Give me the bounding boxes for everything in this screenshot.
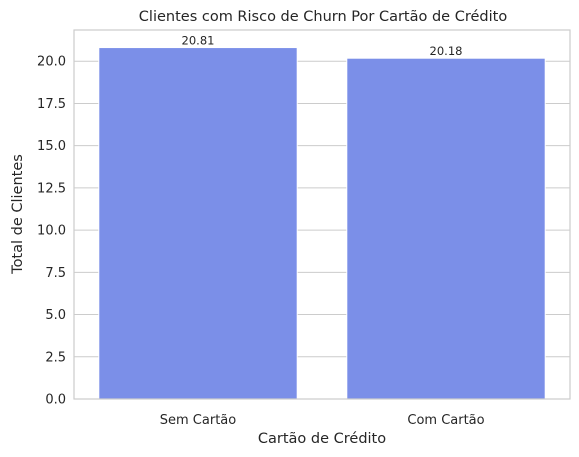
x-axis-ticks: Sem Cartão Com Cartão bbox=[160, 413, 485, 428]
y-tick-label: 2.5 bbox=[45, 350, 66, 365]
bar bbox=[346, 57, 546, 400]
y-tick-label: 20.0 bbox=[37, 55, 66, 70]
x-axis-label: Cartão de Crédito bbox=[258, 431, 386, 447]
bar-value-label: 20.18 bbox=[430, 44, 463, 58]
chart-title: Clientes com Risco de Churn Por Cartão d… bbox=[139, 9, 508, 25]
bar-value-label: 20.81 bbox=[182, 34, 215, 48]
y-tick-label: 10.0 bbox=[37, 224, 66, 239]
y-tick-label: 12.5 bbox=[37, 181, 66, 196]
y-tick-label: 15.0 bbox=[37, 139, 66, 154]
y-tick-label: 7.5 bbox=[45, 266, 66, 281]
bars bbox=[98, 47, 546, 400]
y-axis-ticks: 0.0 2.5 5.0 7.5 10.0 12.5 15.0 17.5 20.0 bbox=[37, 55, 66, 408]
y-tick-label: 5.0 bbox=[45, 308, 66, 323]
y-axis-label: Total de Clientes bbox=[10, 154, 26, 275]
y-tick-label: 0.0 bbox=[45, 393, 66, 408]
bar bbox=[98, 47, 298, 400]
x-tick-label: Sem Cartão bbox=[160, 413, 236, 428]
data-labels: 20.81 20.18 bbox=[182, 34, 463, 59]
plot-frame bbox=[73, 29, 571, 400]
y-tick-label: 17.5 bbox=[37, 97, 66, 112]
x-tick-label: Com Cartão bbox=[407, 413, 484, 428]
